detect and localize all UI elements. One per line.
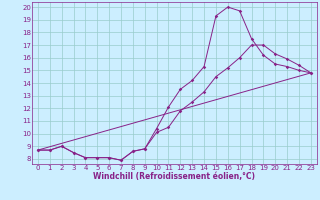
X-axis label: Windchill (Refroidissement éolien,°C): Windchill (Refroidissement éolien,°C) xyxy=(93,172,255,181)
